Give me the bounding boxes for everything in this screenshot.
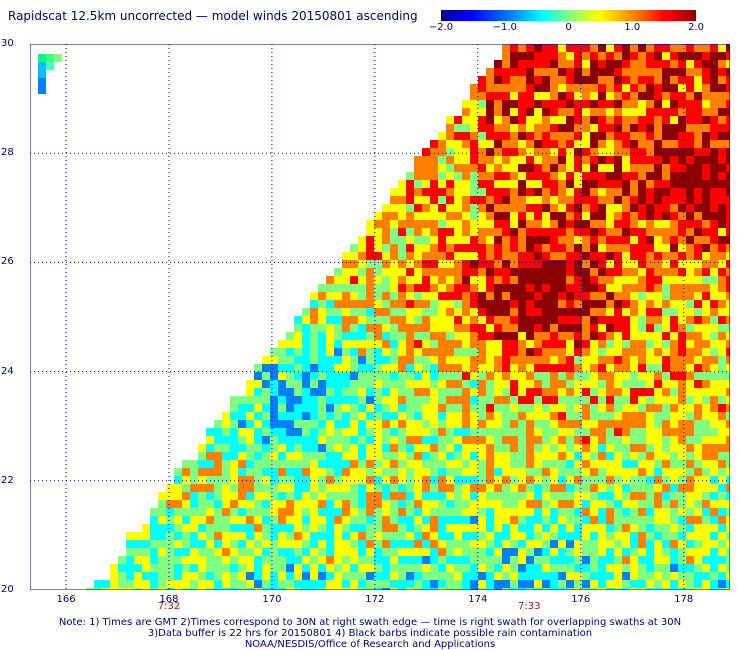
colorbar-tick: 2.0 xyxy=(688,22,704,33)
longitude-label: 174 xyxy=(468,594,488,605)
map-title: Rapidscat 12.5km uncorrected — model win… xyxy=(8,9,418,23)
longitude-label: 166 xyxy=(56,594,76,605)
note-line-2: 3)Data buffer is 22 hrs for 20150801 4) … xyxy=(147,628,593,639)
note-line-1: Note: 1) Times are GMT 2)Times correspon… xyxy=(58,617,682,628)
note-line-3: NOAA/NESDIS/Office of Research and Appli… xyxy=(244,639,496,650)
longitude-label: 168 xyxy=(159,594,179,605)
colorbar-tick: −1.0 xyxy=(492,22,517,33)
colorbar-tick: 1.0 xyxy=(624,22,641,33)
colorbar-tick: −2.0 xyxy=(428,22,454,33)
latitude-label: 28 xyxy=(1,147,14,159)
longitude-label: 176 xyxy=(571,594,591,605)
longitude-label: 178 xyxy=(674,594,694,605)
swath-time-label: 7:32 xyxy=(157,601,181,612)
latitude-label: 20 xyxy=(1,584,14,595)
latitude-label: 30 xyxy=(1,38,14,49)
latitude-label: 26 xyxy=(1,256,14,268)
wind-difference-map xyxy=(30,44,730,590)
longitude-label: 170 xyxy=(262,594,282,605)
colorbar-tick: 0 xyxy=(565,22,572,33)
latitude-label: 22 xyxy=(1,474,14,486)
swath-time-label: 7:33 xyxy=(518,601,541,612)
colorbar xyxy=(441,10,696,21)
longitude-label: 172 xyxy=(365,594,385,605)
latitude-label: 24 xyxy=(1,365,14,377)
